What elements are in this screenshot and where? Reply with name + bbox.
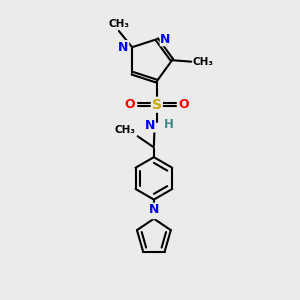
Text: N: N: [145, 119, 155, 132]
Text: CH₃: CH₃: [108, 19, 129, 29]
Text: N: N: [160, 33, 171, 46]
Text: N: N: [149, 203, 159, 216]
Text: CH₃: CH₃: [193, 57, 214, 67]
Text: N: N: [149, 206, 159, 218]
Text: H: H: [164, 118, 174, 131]
Text: N: N: [118, 41, 129, 54]
Text: O: O: [125, 98, 135, 111]
Text: CH₃: CH₃: [114, 125, 135, 135]
Text: S: S: [152, 98, 162, 112]
Text: O: O: [178, 98, 189, 111]
